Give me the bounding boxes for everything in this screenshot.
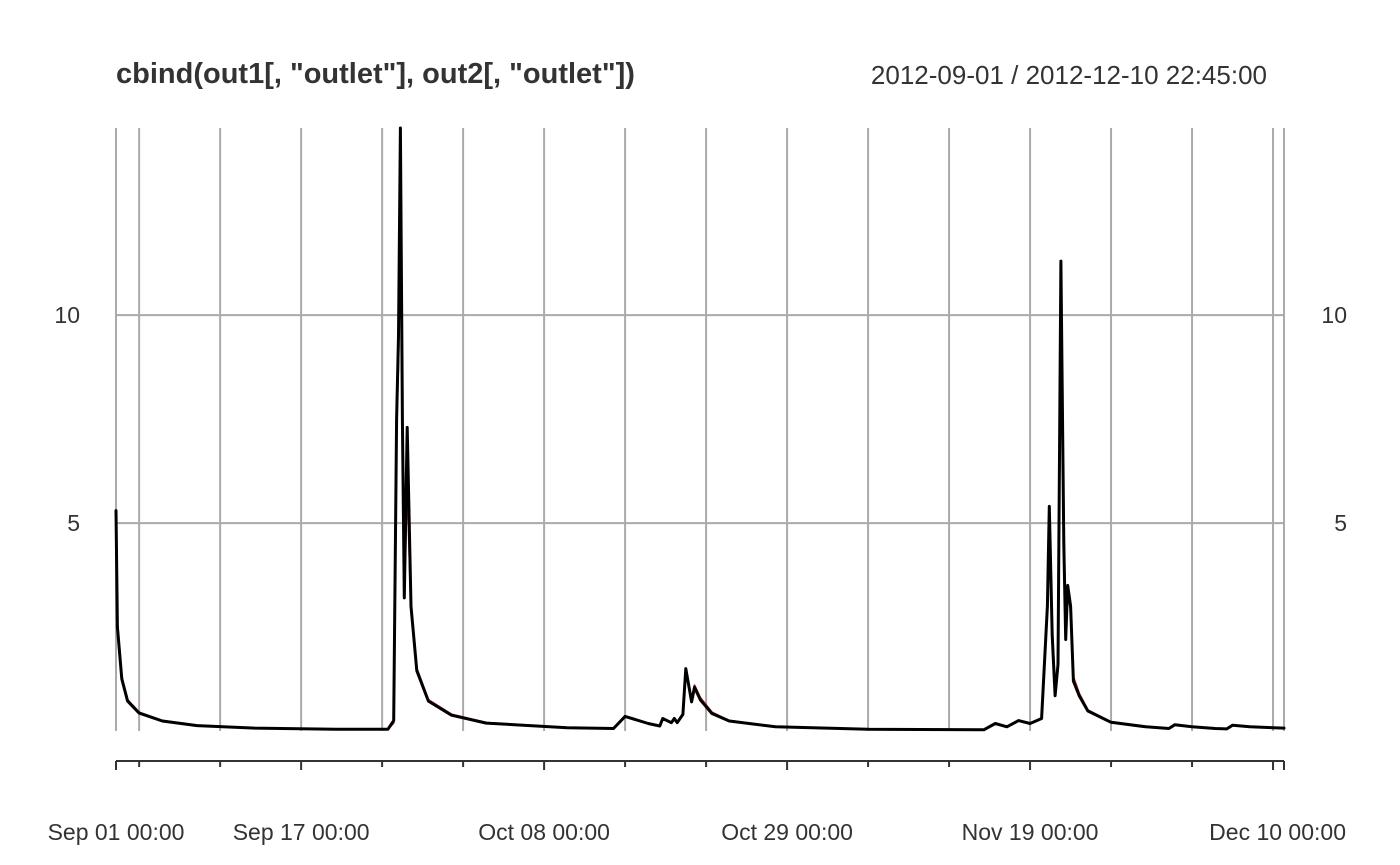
x-tick-label: Sep 01 00:00 — [48, 819, 185, 845]
date-range-label: 2012-09-01 / 2012-12-10 22:45:00 — [870, 60, 1267, 90]
grid-lines — [115, 128, 1285, 731]
y-tick-label-right: 5 — [1334, 510, 1347, 536]
chart-title: cbind(out1[, "outlet"], out2[, "outlet"]… — [116, 58, 635, 90]
x-tick-label: Nov 19 00:00 — [962, 819, 1099, 845]
x-tick-label: Sep 17 00:00 — [233, 819, 370, 845]
y-tick-label-left: 10 — [54, 302, 80, 328]
x-tick-label: Oct 08 00:00 — [478, 819, 610, 845]
series-line-1 — [115, 160, 1285, 731]
x-axis: Sep 01 00:00 Sep 17 00:00 Oct 08 00:00 Oct … — [48, 760, 1346, 845]
y-axis-labels: 5 5 10 10 — [54, 302, 1347, 536]
y-tick-label-right: 10 — [1321, 302, 1347, 328]
x-tick-label: Dec 10 00:00 — [1209, 819, 1346, 845]
x-tick-label: Oct 29 00:00 — [721, 819, 853, 845]
series-lines — [114, 126, 1286, 732]
y-tick-label-left: 5 — [67, 510, 80, 536]
series-line-2 — [114, 126, 1286, 732]
